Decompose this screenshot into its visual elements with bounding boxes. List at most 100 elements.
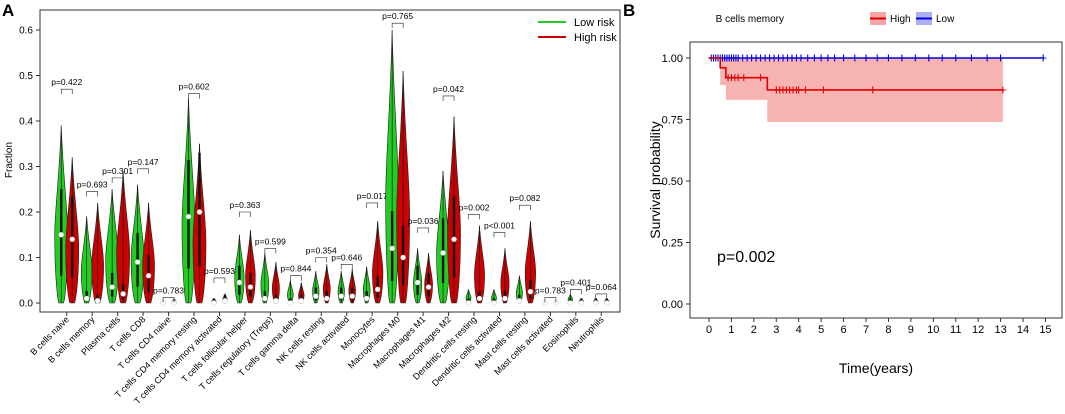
legend-high-risk-label: High risk [574,32,617,44]
violin-median [389,245,395,252]
panel-b-ylabel: Survival probability [647,121,663,239]
pvalue-bracket [519,204,531,211]
legend-high-label: High [890,14,911,25]
panel-b-plot-frame [689,41,1063,319]
pvalue-label: p=0.147 [128,157,159,167]
panel-b-legend: B cells memory High Low [716,12,955,25]
x-tick-label: 2 [751,324,757,336]
pvalue-label: p=0.036 [408,216,439,226]
violin-median [567,300,574,306]
violin-median [324,295,330,302]
pvalue-label: p=0.422 [51,77,82,87]
high-censor-mark [735,74,742,82]
y-tick-label: 0.50 [662,176,683,188]
pvalue-bracket [595,293,608,299]
pvalue-bracket [570,289,582,295]
x-tick-label: 0 [706,324,712,336]
x-tick-label: 9 [908,324,914,336]
panel-a-plot-frame [39,9,621,313]
pvalue-bracket [493,232,506,238]
violin-median [185,213,192,220]
panel-b-pvalue: p=0.002 [717,249,775,266]
low-censor-mark [952,54,959,62]
high-censor-mark [740,74,747,82]
panel-a-label: A [2,1,14,20]
violin-median [313,293,319,299]
pvalue-label: p=0.602 [179,82,210,92]
high-censor-mark [757,74,764,82]
panel-b-xlabel: Time(years) [839,360,913,376]
x-tick-label: 15 [1039,324,1051,336]
legend-title: B cells memory [716,14,784,25]
pvalue-bracket [417,227,429,233]
low-censor-mark [851,54,858,62]
low-censor-mark [898,54,905,62]
violin-median [236,279,243,286]
x-tick-label: 6 [841,324,847,336]
x-tick-label: 12 [972,324,984,336]
violin-median [425,284,432,290]
x-tick-label: 13 [994,324,1006,336]
high-censor-mark [820,86,827,94]
violin-median [516,297,523,304]
pvalue-label: p=0.593 [204,266,235,276]
pvalue-bracket [137,168,149,174]
violin-median [476,295,483,302]
x-tick-label: 1 [728,324,734,336]
pvalue-bracket [315,257,328,263]
low-censor-mark [1040,54,1047,62]
low-censor-mark [824,54,831,62]
y-tick-label: 0.2 [19,208,33,219]
high-censor-mark [999,86,1006,94]
low-censor-mark [997,54,1004,62]
violin-median [298,297,305,304]
y-tick-label: 1.00 [662,53,683,65]
low-censor-mark [863,54,870,62]
violin-median [440,250,446,256]
pvalue-bracket [544,297,557,303]
violin-median [502,295,508,302]
low-censor-mark [968,54,975,62]
violin-median [338,293,344,299]
x-tick-label: 8 [885,324,891,336]
pvalue-label: p=0.002 [459,202,490,212]
violin-median [211,300,217,306]
pvalue-bracket [391,22,404,29]
violin-median [109,284,115,290]
y-tick-label: 0.1 [19,253,33,264]
pvalue-label: p<0.001 [484,220,515,230]
low-censor-mark [925,54,932,62]
x-tick-label: 14 [1017,324,1029,336]
panel-b-axes: 0.000.250.500.751.000 1 2 3 4 5 6 7 8 9 10 11 12 13 14… [662,53,1052,336]
panel-a-y-axis: 0.0 0.1 0.2 0.3 0.4 0.5 0.6 [19,26,40,310]
pvalue-bracket [162,297,175,303]
pvalue-label: p=0.693 [77,180,108,190]
violin-median [58,231,64,238]
pvalue-label: p=0.646 [331,252,362,262]
violin-median [222,297,228,304]
y-tick-label: 0.6 [19,26,33,37]
violin-median [247,284,254,290]
pvalue-bracket [188,93,200,99]
violin-median [374,286,381,293]
low-censor-mark [874,54,881,62]
violin-median [491,300,497,306]
y-tick-label: 0.0 [19,299,33,310]
pvalue-label: p=0.042 [433,84,464,94]
low-censor-mark [797,54,804,62]
violin-median [83,295,90,302]
violin-median [527,288,534,295]
low-censor-mark [885,54,892,62]
low-censor-mark [939,54,946,62]
legend-low-label: Low [936,14,955,25]
pvalue-label: p=0.783 [153,286,184,296]
pvalue-label: p=0.017 [357,191,388,201]
pvalue-bracket [290,275,302,281]
y-tick-label: 0.3 [19,162,33,173]
low-censor-mark [804,54,811,62]
violin-median [400,254,406,261]
pvalue-bracket [239,211,251,217]
violin-median [196,209,203,215]
